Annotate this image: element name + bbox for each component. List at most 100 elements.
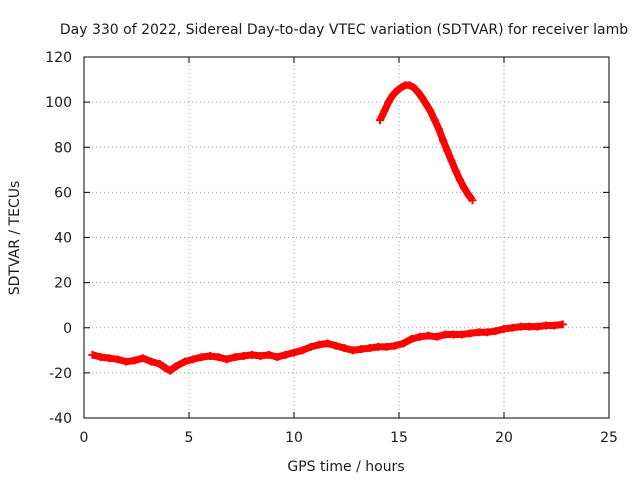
data-point xyxy=(424,331,433,340)
chart-title: Day 330 of 2022, Sidereal Day-to-day VTE… xyxy=(60,22,628,38)
data-point xyxy=(273,353,282,362)
y-tick-label: 80 xyxy=(54,140,72,156)
y-tick-label: 60 xyxy=(54,185,72,201)
data-point xyxy=(113,355,122,364)
data-point xyxy=(239,351,248,360)
data-point xyxy=(413,87,422,96)
data-point xyxy=(264,350,273,359)
data-point xyxy=(105,354,114,363)
data-point xyxy=(130,356,139,365)
data-point xyxy=(374,342,382,351)
data-point xyxy=(390,341,399,350)
data-point xyxy=(298,346,307,355)
series-track-low xyxy=(88,320,567,375)
data-point xyxy=(418,93,427,102)
x-tick-label: 20 xyxy=(495,430,513,446)
x-tick-label: 10 xyxy=(285,430,303,446)
data-point xyxy=(256,351,265,360)
axis-ticks: -40 -20 0 20 40 60 80 100 120 0 5 10 15 20 25 xyxy=(45,50,618,446)
data-point xyxy=(441,330,450,339)
data-point xyxy=(147,357,156,366)
data-point xyxy=(392,86,401,95)
data-point xyxy=(447,156,456,165)
data-point xyxy=(332,341,340,350)
data-point xyxy=(516,322,525,331)
data-point xyxy=(399,339,408,348)
data-point xyxy=(434,125,443,134)
data-point xyxy=(426,107,435,116)
data-point xyxy=(380,107,389,116)
data-point xyxy=(340,344,349,353)
data-point xyxy=(458,330,466,339)
data-series xyxy=(88,81,567,375)
data-point xyxy=(550,321,559,330)
data-point xyxy=(306,342,315,351)
data-point xyxy=(231,353,240,362)
y-tick-label: 40 xyxy=(54,231,72,247)
data-point xyxy=(455,175,464,184)
data-point xyxy=(161,364,170,373)
y-tick-label: -40 xyxy=(49,411,72,427)
data-point xyxy=(281,350,290,359)
data-point xyxy=(460,183,469,192)
data-point xyxy=(214,353,223,362)
data-point xyxy=(508,323,517,332)
y-tick-label: -20 xyxy=(49,366,72,382)
data-point xyxy=(96,353,105,362)
x-tick-label: 15 xyxy=(390,430,408,446)
data-point xyxy=(432,332,441,341)
y-tick-label: 120 xyxy=(45,50,72,66)
x-axis-label: GPS time / hours xyxy=(287,459,404,475)
data-point xyxy=(180,357,189,366)
data-point xyxy=(222,355,231,364)
data-point xyxy=(206,351,214,360)
data-point xyxy=(558,320,567,329)
x-tick-label: 0 xyxy=(80,430,89,446)
y-tick-label: 20 xyxy=(54,276,72,292)
data-point xyxy=(407,335,416,344)
data-point xyxy=(397,83,406,92)
data-point xyxy=(525,322,534,331)
series-line xyxy=(91,320,564,375)
data-point xyxy=(409,83,418,92)
data-point xyxy=(248,350,256,359)
data-point xyxy=(357,345,366,354)
data-point xyxy=(542,321,550,330)
data-point xyxy=(382,342,391,351)
data-point xyxy=(88,350,97,359)
x-tick-label: 5 xyxy=(185,430,194,446)
data-point xyxy=(384,98,393,107)
y-tick-label: 100 xyxy=(45,95,72,111)
y-tick-label: 0 xyxy=(63,321,72,337)
data-point xyxy=(388,91,397,100)
series-track-high xyxy=(376,81,477,205)
data-point xyxy=(138,354,147,363)
data-point xyxy=(474,328,483,337)
data-point xyxy=(348,346,357,355)
data-point xyxy=(439,136,448,145)
data-point xyxy=(189,355,198,364)
data-point xyxy=(464,190,473,199)
data-point xyxy=(122,357,130,366)
data-point xyxy=(468,196,477,205)
data-point xyxy=(491,327,500,336)
data-point xyxy=(443,146,452,155)
data-point xyxy=(376,116,385,125)
data-point xyxy=(483,328,492,337)
data-point xyxy=(405,81,414,90)
data-point xyxy=(155,359,164,368)
data-point xyxy=(290,348,298,357)
data-point xyxy=(172,362,181,371)
y-axis-label: SDTVAR / TECUs xyxy=(7,181,23,296)
x-tick-label: 25 xyxy=(600,430,618,446)
data-point xyxy=(466,329,475,338)
data-point xyxy=(323,339,332,348)
data-point xyxy=(449,330,458,339)
data-point xyxy=(197,353,206,362)
data-point xyxy=(422,100,431,109)
data-point xyxy=(315,340,324,349)
data-point xyxy=(451,166,460,175)
data-point xyxy=(416,332,424,341)
data-point xyxy=(365,344,374,353)
